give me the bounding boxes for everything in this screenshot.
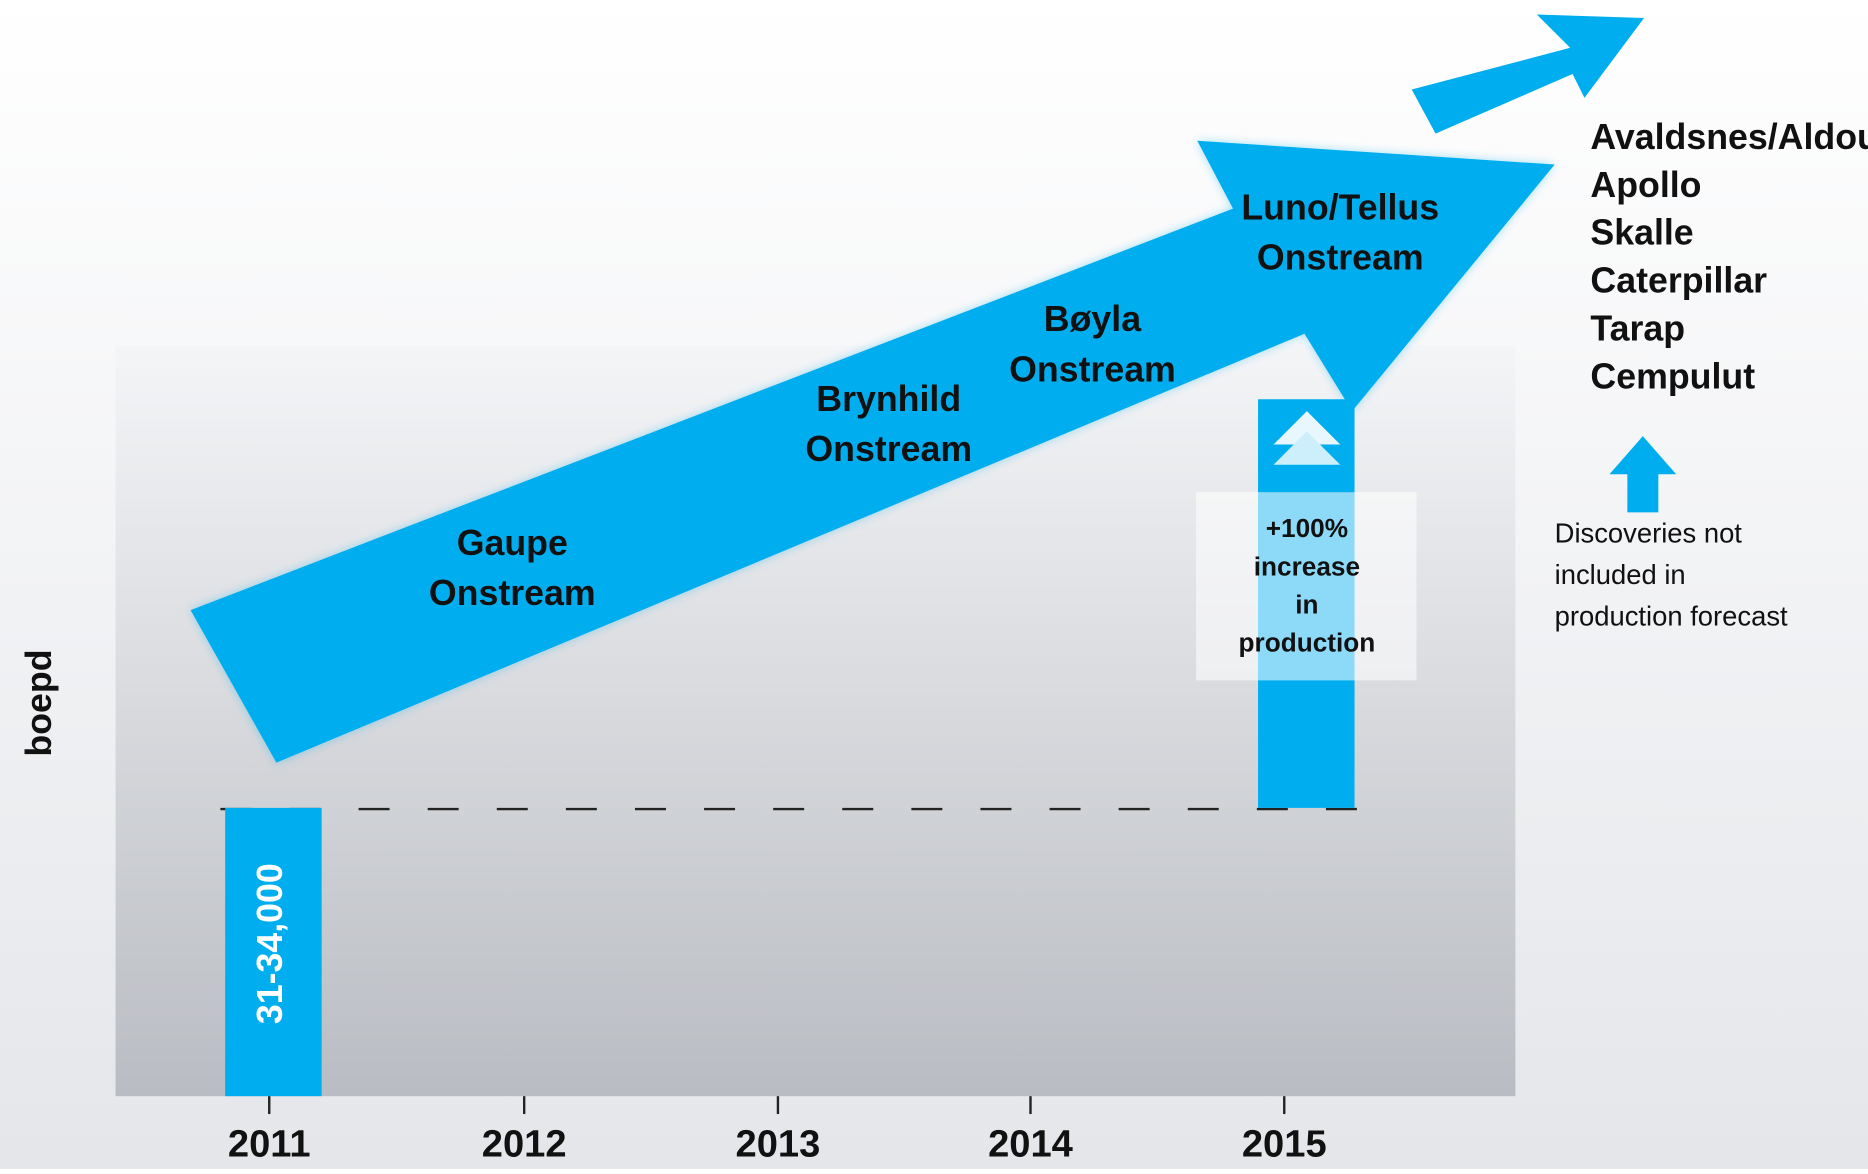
discovery-name: Apollo: [1590, 165, 1701, 205]
x-tick-label: 2011: [228, 1122, 311, 1165]
chevron: [1273, 411, 1341, 445]
increase-label: in: [1295, 589, 1318, 619]
bar-label: 31-34,000: [250, 863, 290, 1024]
bar-2011: [225, 807, 322, 1097]
increase-label: +100%: [1266, 513, 1348, 543]
milestone-label: Bøyla: [1044, 299, 1142, 339]
chevron: [1273, 431, 1341, 465]
increase-label: increase: [1254, 551, 1360, 581]
milestone-label: Onstream: [429, 573, 596, 613]
increase-label: production: [1239, 628, 1376, 658]
growth-arrow: [190, 140, 1555, 763]
discoveries-note: included in: [1555, 559, 1686, 590]
discoveries-note: production forecast: [1555, 601, 1788, 632]
discovery-name: Caterpillar: [1590, 261, 1767, 301]
milestone-label: Gaupe: [457, 523, 568, 563]
discovery-name: Skalle: [1590, 213, 1693, 253]
x-tick-label: 2012: [482, 1122, 567, 1165]
discovery-name: Tarap: [1590, 309, 1685, 349]
milestone-label: Brynhild: [816, 379, 961, 419]
small-arrow: [1411, 14, 1645, 134]
milestone-label: Onstream: [1009, 349, 1176, 389]
x-tick-label: 2013: [736, 1122, 821, 1165]
x-tick-label: 2014: [988, 1122, 1073, 1165]
discovery-name: Cempulut: [1590, 356, 1755, 396]
increase-box: [1196, 492, 1417, 681]
x-tick-label: 2015: [1242, 1122, 1327, 1165]
milestone-label: Onstream: [1257, 237, 1424, 277]
y-axis-label: boepd: [19, 649, 59, 756]
discoveries-note: Discoveries not: [1555, 517, 1743, 548]
discovery-name: Avaldsnes/Aldous: [1590, 117, 1868, 157]
up-arrow: [1609, 436, 1677, 513]
milestone-label: Luno/Tellus: [1241, 187, 1439, 227]
milestone-label: Onstream: [805, 429, 972, 469]
